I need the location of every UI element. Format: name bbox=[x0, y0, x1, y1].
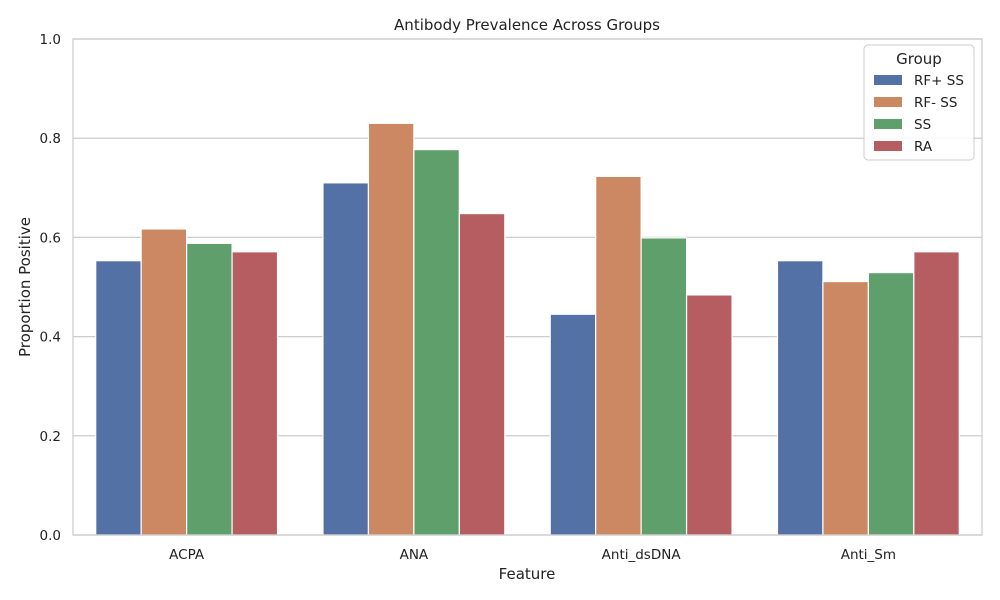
y-tick-label: 0.6 bbox=[40, 230, 61, 246]
bar-anti-sm-rf-ss bbox=[822, 280, 869, 536]
bar-ana-rf-ss bbox=[367, 122, 415, 536]
bar-ana-ra bbox=[458, 212, 506, 536]
bar-anti-sm-rf-ss bbox=[776, 260, 824, 536]
legend-label: RF+ SS bbox=[914, 73, 964, 89]
x-tick-label: ANA bbox=[400, 547, 429, 563]
plot-frame bbox=[72, 38, 983, 536]
y-tick-label: 0.0 bbox=[40, 528, 61, 544]
x-tick-label: Anti_dsDNA bbox=[602, 547, 682, 563]
legend-label: RF- SS bbox=[914, 95, 957, 111]
bar-ana-ss bbox=[413, 149, 460, 536]
bar-anti-dsdna-rf-ss bbox=[595, 175, 642, 536]
x-axis-label: Feature bbox=[499, 565, 556, 583]
x-tick-label: Anti_Sm bbox=[841, 547, 896, 563]
bar-anti-dsdna-ra bbox=[685, 294, 733, 536]
legend-items: RF+ SS RF- SS SS RA bbox=[874, 73, 964, 155]
bar-anti-sm-ss bbox=[867, 272, 915, 536]
y-tick-label: 0.8 bbox=[40, 131, 61, 147]
chart-title: Antibody Prevalence Across Groups bbox=[394, 16, 660, 34]
legend: Group RF+ SS RF- SS SS RA bbox=[863, 44, 975, 161]
bar-anti-dsdna-rf-ss bbox=[549, 313, 597, 536]
legend-label: SS bbox=[914, 117, 931, 133]
x-tick-labels: ACPA ANA Anti_dsDNA Anti_Sm bbox=[169, 547, 896, 563]
legend-swatch bbox=[874, 119, 902, 129]
x-tick-label: ACPA bbox=[169, 547, 205, 563]
y-tick-label: 1.0 bbox=[40, 32, 61, 48]
bar-acpa-rf-ss bbox=[95, 260, 142, 536]
bar-acpa-ra bbox=[231, 251, 279, 536]
legend-box bbox=[863, 44, 975, 161]
bar-acpa-rf-ss bbox=[140, 228, 188, 536]
legend-swatch bbox=[874, 141, 902, 151]
bar-anti-dsdna-ss bbox=[640, 237, 688, 536]
y-tick-label: 0.4 bbox=[40, 330, 61, 346]
y-tick-labels: 0.0 0.2 0.4 0.6 0.8 1.0 bbox=[40, 32, 61, 544]
bars bbox=[95, 122, 960, 536]
y-axis-label: Proportion Positive bbox=[16, 217, 34, 357]
y-tick-label: 0.2 bbox=[40, 429, 61, 445]
bar-acpa-ss bbox=[186, 242, 233, 536]
legend-swatch bbox=[874, 97, 902, 107]
legend-label: RA bbox=[914, 139, 933, 155]
bar-anti-sm-ra bbox=[913, 251, 960, 536]
bar-ana-rf-ss bbox=[322, 182, 370, 536]
legend-title: Group bbox=[896, 50, 942, 68]
legend-swatch bbox=[874, 75, 902, 85]
